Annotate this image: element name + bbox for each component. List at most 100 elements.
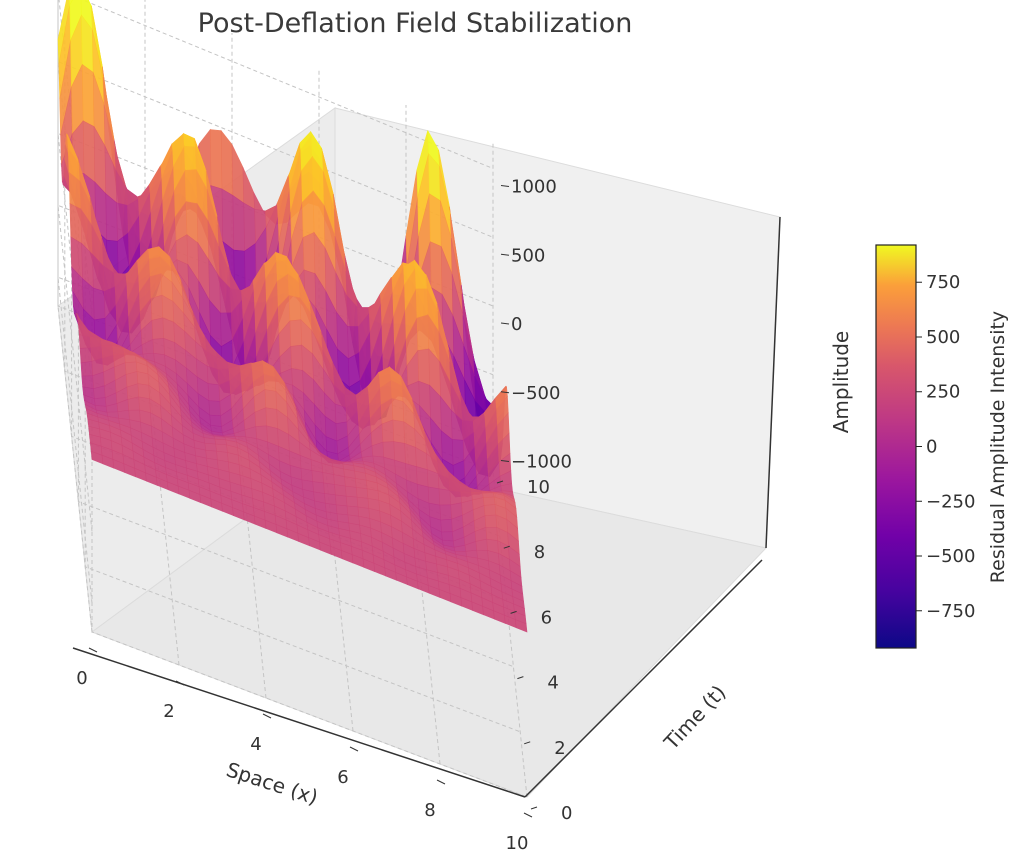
z-tick-mark — [500, 460, 510, 462]
z-axis-line — [765, 216, 781, 549]
surface-patch — [427, 486, 441, 506]
surface-patch — [89, 336, 103, 348]
surface-patch — [404, 442, 417, 467]
surface-patch — [439, 504, 452, 521]
z-tick-label: −1000 — [511, 452, 572, 473]
surface-patch — [392, 419, 405, 444]
surface-patch — [322, 472, 335, 485]
z-tick-label: −500 — [511, 383, 560, 404]
surface-patch — [208, 400, 221, 417]
z-tick-label: 1000 — [511, 177, 557, 198]
surface-patch — [356, 496, 370, 509]
y-tick-mark — [517, 676, 524, 680]
surface-patch — [136, 371, 150, 386]
surface-patch — [323, 482, 336, 496]
x-tick-mark — [262, 713, 272, 719]
surface-patch — [345, 495, 359, 508]
z-tick-label: 500 — [511, 245, 545, 266]
surface-patch — [79, 347, 93, 364]
surface-patch — [263, 373, 277, 392]
surface-patch — [80, 360, 93, 377]
surface-patch — [482, 496, 496, 506]
surface-patch — [209, 129, 223, 190]
surface-patch — [416, 466, 429, 488]
surface-patch — [231, 144, 245, 204]
x-tick-label: 6 — [337, 767, 348, 788]
z-tick-mark — [500, 253, 510, 256]
x-axis-line — [72, 647, 526, 798]
z-tick-mark — [500, 185, 510, 187]
surface-patch — [334, 494, 348, 507]
y-tick-label: 4 — [547, 673, 558, 694]
surface-patch — [514, 619, 528, 633]
surface-patch — [82, 120, 96, 183]
colorbar-tick-label: 0 — [926, 437, 937, 458]
surface-patch — [311, 470, 324, 484]
surface-patch — [288, 295, 302, 322]
colorbar — [875, 244, 917, 649]
surface-patch — [449, 490, 462, 506]
y-axis-label: Time (t) — [659, 680, 731, 755]
colorbar-tick-label: −750 — [926, 601, 975, 622]
colorbar-tick-label: 750 — [926, 272, 960, 293]
surface-patch — [220, 129, 234, 197]
colorbar-tick-label: −250 — [926, 491, 975, 512]
surface-patch — [300, 467, 314, 482]
y-tick-mark — [510, 610, 517, 614]
y-tick-label: 6 — [541, 607, 552, 628]
surface-patch — [355, 487, 369, 499]
colorbar-tick-label: −500 — [926, 546, 975, 567]
surface-patch — [345, 485, 358, 498]
surface-patch — [485, 527, 498, 541]
y-tick-mark — [530, 806, 538, 810]
surface-patch — [344, 476, 357, 488]
surface-patch — [93, 287, 106, 321]
x-axis-label: Space (x) — [223, 757, 321, 809]
surface-patch — [334, 484, 347, 497]
y-tick-label: 10 — [527, 477, 550, 498]
x-tick-label: 2 — [163, 701, 174, 722]
surface-patch — [243, 202, 256, 252]
colorbar-label: Residual Amplitude Intensity — [987, 311, 1009, 583]
surface-patch — [381, 419, 395, 443]
surface-patch — [94, 397, 107, 407]
x-tick-label: 8 — [424, 800, 435, 821]
chart-title: Post-Deflation Field Stabilization — [197, 8, 633, 39]
x-tick-mark — [523, 812, 533, 818]
surface-patch — [416, 314, 430, 351]
surface-patch — [183, 133, 196, 148]
surface-patch — [335, 504, 349, 516]
axis-ticks: 0 2 4 6 8 10 0 2 4 6 8 10 −1000 −500 0 500 1000 — [76, 177, 572, 855]
y-tick-label: 0 — [561, 803, 572, 824]
surface-patch — [150, 294, 164, 321]
surface-patch — [78, 334, 92, 349]
z-tick-mark — [500, 391, 510, 394]
y-tick-mark — [524, 741, 531, 745]
surface-patch — [289, 319, 302, 347]
surface — [57, 0, 528, 633]
colorbar-ticks: −750 −500 −250 0 250 500 750 — [916, 272, 975, 622]
y-tick-mark — [496, 480, 504, 484]
z-tick-label: 0 — [511, 314, 522, 335]
surface-patch — [429, 193, 442, 247]
surface-patch — [81, 63, 95, 128]
surface-patch — [302, 231, 316, 274]
y-tick-label: 2 — [554, 738, 565, 759]
y-tick-label: 8 — [534, 542, 545, 563]
y-axis-line — [524, 559, 763, 798]
z-axis-label: Amplitude — [829, 331, 853, 434]
surface-patch — [290, 344, 303, 371]
surface-patch — [264, 389, 278, 410]
surface-patch — [137, 383, 150, 400]
surface-patch — [232, 194, 245, 252]
colorbar-tick-label: 500 — [926, 327, 960, 348]
surface-patch — [207, 383, 221, 402]
surface-patch — [355, 478, 368, 490]
z-tick-mark — [500, 322, 510, 325]
x-tick-mark — [436, 779, 446, 785]
surface-patch — [415, 288, 429, 319]
surface-patch — [127, 396, 140, 411]
surface-patch — [149, 273, 163, 299]
surface-patch — [334, 403, 348, 424]
surface-patch — [475, 538, 488, 551]
